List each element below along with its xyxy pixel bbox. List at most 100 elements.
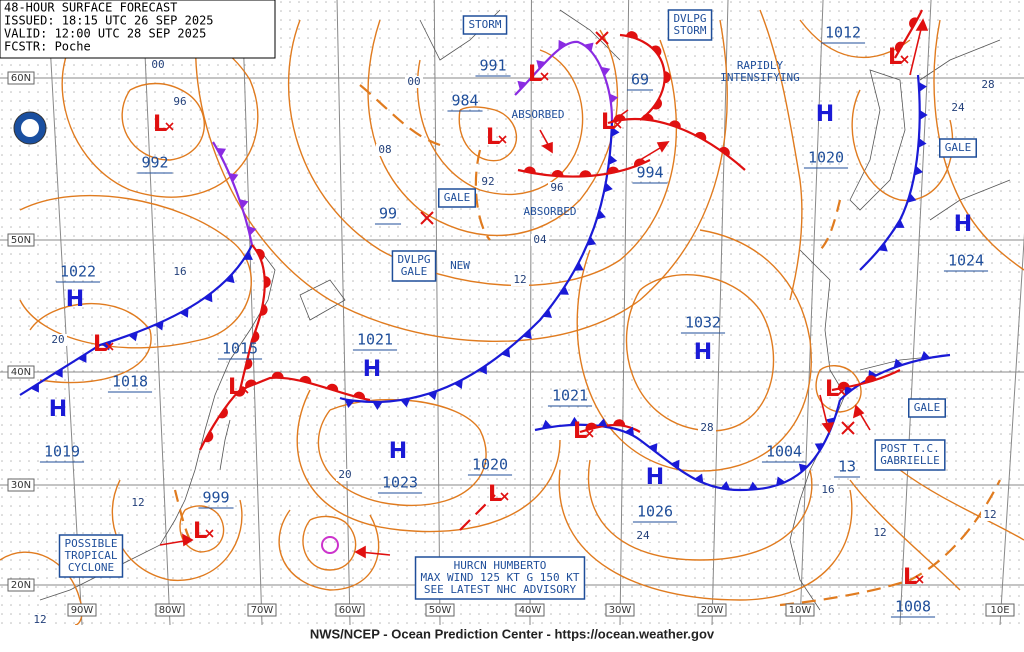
cold-front-triangle <box>918 137 927 148</box>
cold-front-triangle <box>101 341 112 351</box>
low-x <box>915 575 924 584</box>
cold-front-triangle <box>569 416 580 425</box>
isobar-label: 24 <box>636 529 650 542</box>
annotation-line: DVLPG <box>673 12 706 25</box>
cold-front-triangle <box>128 331 138 342</box>
header-line: FCSTR: Poche <box>4 40 91 54</box>
latitude-label: 40N <box>11 367 31 378</box>
cold-front-triangle <box>825 417 836 427</box>
isobar-label-bg <box>548 182 566 194</box>
annotation-line: GALE <box>914 401 941 414</box>
latitude-label: 20N <box>11 580 31 591</box>
longitude-box <box>155 603 185 617</box>
cold-front-triangle <box>776 476 786 486</box>
warm-front-semicircle <box>626 31 638 39</box>
cold-front-triangle <box>814 443 825 452</box>
pressure-label: 1032 <box>685 314 721 332</box>
pressure-label: 99 <box>379 205 397 223</box>
warm-front-semicircle <box>523 166 536 174</box>
isobar-label: 96 <box>173 95 186 108</box>
warm-front-semicircle <box>613 114 626 122</box>
pressure-label: 1022 <box>60 263 96 281</box>
longitude-box <box>605 603 635 617</box>
annotation: GALE <box>939 138 977 158</box>
low-x <box>900 55 909 64</box>
pressure-label: 992 <box>141 154 168 172</box>
cold-front-triangle <box>798 463 809 473</box>
pressure-label: 1008 <box>895 598 931 616</box>
isobar-label: 00 <box>407 75 420 88</box>
cold-front-triangle <box>203 292 213 303</box>
header-line: VALID: 12:00 UTC 28 SEP 2025 <box>4 27 206 41</box>
longitude-line <box>336 0 351 626</box>
cold-front-triangle <box>225 273 235 284</box>
annotation-box <box>939 138 977 158</box>
cold-front-triangle <box>670 459 680 470</box>
longitude-label: 80W <box>159 605 182 616</box>
isobar-label-bg <box>171 96 189 108</box>
longitude-line <box>999 232 1024 626</box>
hurricane-symbol <box>321 536 339 554</box>
longitude-label: 10E <box>990 605 1009 616</box>
low-symbol: L <box>153 112 167 137</box>
isobar-label: 16 <box>821 483 834 496</box>
low-symbol: L <box>193 519 207 544</box>
longitude-line <box>529 0 532 626</box>
annotation-line: GALE <box>945 141 972 154</box>
longitude-line <box>433 0 441 626</box>
annotation-line: STORM <box>673 24 706 37</box>
cold-front-triangle <box>154 321 164 331</box>
low-symbol: L <box>825 377 839 402</box>
isobar-label-bg <box>981 509 999 521</box>
warm-front-semicircle <box>551 170 564 177</box>
low-symbol: L <box>888 45 902 70</box>
longitude-line <box>241 0 263 626</box>
longitude-line <box>799 0 824 626</box>
cold-front-triangle <box>541 419 552 429</box>
cold-front-triangle <box>919 109 928 120</box>
longitude-label: 90W <box>71 605 94 616</box>
cold-front-triangle <box>878 242 888 252</box>
longitude-box <box>247 603 277 617</box>
isobar-label: 20 <box>51 333 64 346</box>
cold-front-triangle <box>54 368 63 378</box>
isobar-label: 24 <box>951 101 965 114</box>
high-symbol: H <box>816 102 834 127</box>
cold-front-triangle <box>30 383 39 393</box>
isobar-label: 16 <box>173 265 186 278</box>
longitude-label: 40W <box>519 605 542 616</box>
noaa-logo <box>13 111 47 145</box>
isobar-label: 28 <box>981 78 994 91</box>
annotation-line: ABSORBED <box>512 108 565 121</box>
warm-front-semicircle <box>260 303 268 316</box>
isobar-label-bg <box>698 422 716 434</box>
warm-front-semicircle <box>664 71 671 84</box>
annotation-box <box>438 188 476 208</box>
isobar-label: 28 <box>700 421 713 434</box>
cold-front-triangle <box>895 219 905 228</box>
annotation-line: RAPIDLY <box>737 59 784 72</box>
isobar-label: 12 <box>33 613 46 626</box>
cold-front-triangle <box>844 385 853 396</box>
annotation-line: TROPICAL <box>65 549 118 562</box>
annotation-line: INTENSIFYING <box>720 71 799 84</box>
latitude-label: 50N <box>11 235 31 246</box>
occluded-front-symbol <box>536 60 546 70</box>
cold-front-triangle <box>372 401 383 410</box>
warm-front-semicircle <box>613 419 626 426</box>
longitude-line <box>711 0 729 626</box>
low-x <box>205 529 214 538</box>
annotation-box <box>58 534 124 578</box>
warm-front-semicircle <box>256 248 265 261</box>
latitude-box <box>7 365 35 379</box>
occluded-front-symbol <box>601 66 611 77</box>
warm-front-semicircle <box>218 407 228 419</box>
cold-front-triangle <box>478 365 487 375</box>
isobar-label-bg <box>49 334 67 346</box>
high-symbol: H <box>694 340 712 365</box>
pressure-label: 1019 <box>44 443 80 461</box>
